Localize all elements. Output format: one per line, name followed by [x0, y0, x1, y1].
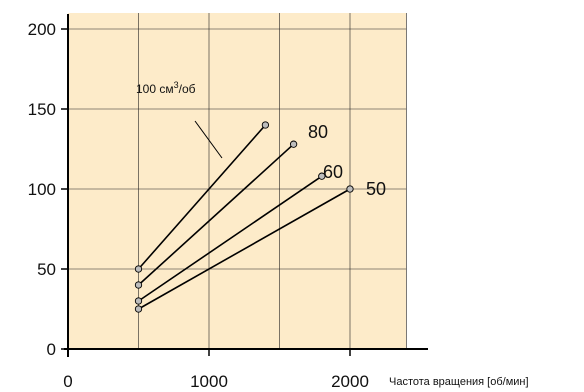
series-label-80: 80 [308, 122, 328, 142]
data-point-50 [134, 305, 143, 313]
series-label-50: 50 [366, 179, 386, 199]
series-line-100 [137, 124, 267, 270]
data-point-80 [134, 281, 143, 289]
data-point-100 [134, 265, 143, 273]
data-point-60 [134, 297, 143, 305]
series-label-60: 60 [323, 162, 343, 182]
grid [68, 13, 407, 349]
x-tick-label: 0 [63, 372, 72, 391]
y-tick-label: 150 [28, 100, 56, 119]
x-axis-title: Частота вращения [об/мин] [389, 376, 529, 388]
series-line-80 [137, 143, 295, 286]
y-tick-label: 50 [37, 260, 56, 279]
data-point-100 [261, 121, 270, 129]
y-tick-label: 100 [28, 180, 56, 199]
x-tick-label: 2000 [331, 372, 369, 391]
annotation-leader-line [194, 120, 223, 159]
plot-area [68, 13, 407, 349]
y-tick-label: 0 [47, 340, 56, 359]
data-point-50 [346, 185, 354, 193]
x-tick-label: 1000 [190, 372, 228, 391]
data-point-80 [289, 140, 298, 148]
series-label-100: 100 см3/об [136, 80, 196, 96]
series-line-50 [138, 188, 351, 310]
series-line-60 [138, 175, 323, 302]
y-tick-label: 200 [28, 20, 56, 39]
data-point-60 [318, 172, 326, 180]
